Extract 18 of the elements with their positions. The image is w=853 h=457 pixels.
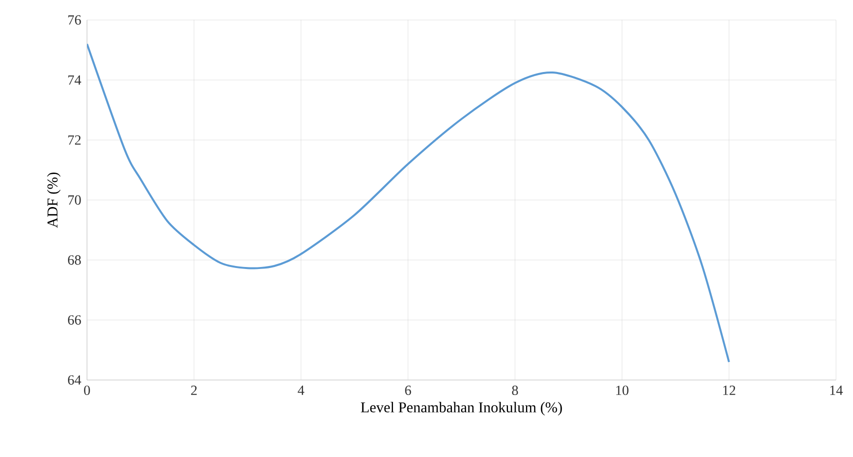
y-tick-label: 74: [68, 75, 82, 85]
y-tick-label: 70: [68, 195, 81, 205]
x-tick-label: 14: [830, 386, 843, 395]
x-tick-label: 8: [512, 386, 518, 396]
y-tick-label: 64: [68, 375, 82, 385]
x-tick-label: 12: [723, 386, 736, 395]
y-tick-label: 66: [68, 315, 81, 325]
x-tick-label: 10: [616, 386, 628, 396]
x-tick-label: 2: [191, 386, 197, 395]
y-tick-label: 72: [68, 135, 81, 145]
line-series: [87, 43, 730, 363]
x-axis-title: Level Penambahan Inokulum (%): [360, 402, 562, 416]
y-tick-label: 76: [68, 15, 81, 25]
y-axis-title: ADF (%): [47, 172, 61, 228]
x-tick-label: 4: [298, 386, 304, 395]
x-tick-label: 0: [84, 386, 90, 396]
x-tick-label: 6: [405, 386, 412, 396]
y-tick-label: 68: [68, 255, 81, 265]
